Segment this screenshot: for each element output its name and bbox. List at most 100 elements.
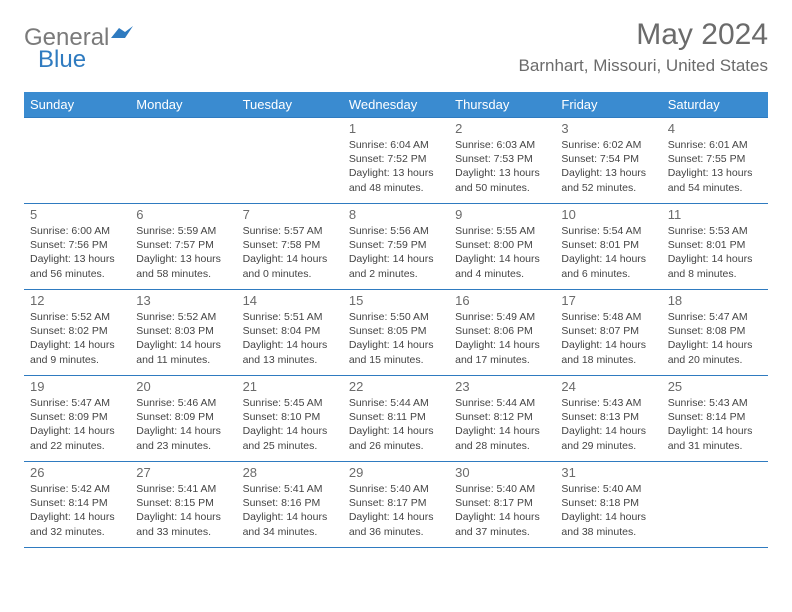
calendar-week-row: 26 Sunrise: 5:42 AMSunset: 8:14 PMDayligh… — [24, 462, 768, 548]
calendar-day-10: 10 Sunrise: 5:54 AMSunset: 8:01 PMDayligh… — [555, 204, 661, 290]
calendar-day-17: 17 Sunrise: 5:48 AMSunset: 8:07 PMDayligh… — [555, 290, 661, 376]
calendar-week-row: 19Sunrise: 5:47 AMSunset: 8:09 PMDayligh… — [24, 376, 768, 462]
day-info: Sunrise: 5:55 AMSunset: 8:00 PMDaylight:… — [455, 224, 549, 281]
day-header-monday: Monday — [130, 92, 236, 118]
calendar-day-3: 3 Sunrise: 6:02 AMSunset: 7:54 PMDaylight… — [555, 118, 661, 204]
calendar-day-9: 9 Sunrise: 5:55 AMSunset: 8:00 PMDaylight… — [449, 204, 555, 290]
day-number: 11 — [668, 207, 762, 222]
calendar-empty-cell — [130, 118, 236, 204]
day-info: Sunrise: 5:52 AMSunset: 8:03 PMDaylight:… — [136, 310, 230, 367]
calendar-day-18: 18 Sunrise: 5:47 AMSunset: 8:08 PMDayligh… — [662, 290, 768, 376]
day-number: 26 — [30, 465, 124, 480]
day-info: Sunrise: 6:02 AMSunset: 7:54 PMDaylight:… — [561, 138, 655, 195]
day-info: Sunrise: 5:44 AMSunset: 8:11 PMDaylight:… — [349, 396, 443, 453]
month-title: May 2024 — [519, 18, 768, 52]
day-info: Sunrise: 5:49 AMSunset: 8:06 PMDaylight:… — [455, 310, 549, 367]
day-number: 8 — [349, 207, 443, 222]
calendar-day-13: 13Sunrise: 5:52 AMSunset: 8:03 PMDayligh… — [130, 290, 236, 376]
day-number: 18 — [668, 293, 762, 308]
day-info: Sunrise: 6:03 AMSunset: 7:53 PMDaylight:… — [455, 138, 549, 195]
day-info: Sunrise: 5:47 AMSunset: 8:08 PMDaylight:… — [668, 310, 762, 367]
day-info: Sunrise: 5:56 AMSunset: 7:59 PMDaylight:… — [349, 224, 443, 281]
day-info: Sunrise: 6:00 AMSunset: 7:56 PMDaylight:… — [30, 224, 124, 281]
day-header-tuesday: Tuesday — [237, 92, 343, 118]
calendar-day-25: 25Sunrise: 5:43 AMSunset: 8:14 PMDayligh… — [662, 376, 768, 462]
day-number: 25 — [668, 379, 762, 394]
calendar-day-11: 11 Sunrise: 5:53 AMSunset: 8:01 PMDayligh… — [662, 204, 768, 290]
day-number: 16 — [455, 293, 549, 308]
day-info: Sunrise: 6:04 AMSunset: 7:52 PMDaylight:… — [349, 138, 443, 195]
day-number: 10 — [561, 207, 655, 222]
day-info: Sunrise: 5:51 AMSunset: 8:04 PMDaylight:… — [243, 310, 337, 367]
day-header-saturday: Saturday — [662, 92, 768, 118]
day-number: 20 — [136, 379, 230, 394]
calendar-day-8: 8 Sunrise: 5:56 AMSunset: 7:59 PMDaylight… — [343, 204, 449, 290]
calendar-day-29: 29 Sunrise: 5:40 AMSunset: 8:17 PMDayligh… — [343, 462, 449, 548]
day-number: 1 — [349, 121, 443, 136]
location-text: Barnhart, Missouri, United States — [519, 56, 768, 76]
day-number: 19 — [30, 379, 124, 394]
day-number: 9 — [455, 207, 549, 222]
day-info: Sunrise: 5:59 AMSunset: 7:57 PMDaylight:… — [136, 224, 230, 281]
calendar-day-30: 30 Sunrise: 5:40 AMSunset: 8:17 PMDayligh… — [449, 462, 555, 548]
day-number: 6 — [136, 207, 230, 222]
day-info: Sunrise: 5:53 AMSunset: 8:01 PMDaylight:… — [668, 224, 762, 281]
day-number: 17 — [561, 293, 655, 308]
day-number: 30 — [455, 465, 549, 480]
calendar-day-23: 23 Sunrise: 5:44 AMSunset: 8:12 PMDayligh… — [449, 376, 555, 462]
day-header-sunday: Sunday — [24, 92, 130, 118]
calendar-day-31: 31Sunrise: 5:40 AMSunset: 8:18 PMDayligh… — [555, 462, 661, 548]
day-number: 22 — [349, 379, 443, 394]
calendar-day-2: 2Sunrise: 6:03 AMSunset: 7:53 PMDaylight… — [449, 118, 555, 204]
calendar-day-4: 4 Sunrise: 6:01 AMSunset: 7:55 PMDaylight… — [662, 118, 768, 204]
day-number: 27 — [136, 465, 230, 480]
calendar-day-15: 15Sunrise: 5:50 AMSunset: 8:05 PMDayligh… — [343, 290, 449, 376]
day-header-wednesday: Wednesday — [343, 92, 449, 118]
calendar-day-19: 19Sunrise: 5:47 AMSunset: 8:09 PMDayligh… — [24, 376, 130, 462]
calendar-day-7: 7 Sunrise: 5:57 AMSunset: 7:58 PMDaylight… — [237, 204, 343, 290]
calendar-day-22: 22 Sunrise: 5:44 AMSunset: 8:11 PMDayligh… — [343, 376, 449, 462]
day-number: 29 — [349, 465, 443, 480]
calendar-day-21: 21Sunrise: 5:45 AMSunset: 8:10 PMDayligh… — [237, 376, 343, 462]
day-info: Sunrise: 6:01 AMSunset: 7:55 PMDaylight:… — [668, 138, 762, 195]
calendar-week-row: 12 Sunrise: 5:52 AMSunset: 8:02 PMDayligh… — [24, 290, 768, 376]
day-info: Sunrise: 5:44 AMSunset: 8:12 PMDaylight:… — [455, 396, 549, 453]
title-block: May 2024 Barnhart, Missouri, United Stat… — [519, 18, 768, 82]
day-info: Sunrise: 5:45 AMSunset: 8:10 PMDaylight:… — [243, 396, 337, 453]
calendar-empty-cell — [662, 462, 768, 548]
day-info: Sunrise: 5:40 AMSunset: 8:17 PMDaylight:… — [455, 482, 549, 539]
day-number: 12 — [30, 293, 124, 308]
calendar-week-row: 5Sunrise: 6:00 AMSunset: 7:56 PMDaylight… — [24, 204, 768, 290]
day-number: 23 — [455, 379, 549, 394]
day-info: Sunrise: 5:40 AMSunset: 8:18 PMDaylight:… — [561, 482, 655, 539]
day-number: 28 — [243, 465, 337, 480]
calendar-day-1: 1 Sunrise: 6:04 AMSunset: 7:52 PMDaylight… — [343, 118, 449, 204]
day-info: Sunrise: 5:46 AMSunset: 8:09 PMDaylight:… — [136, 396, 230, 453]
day-info: Sunrise: 5:42 AMSunset: 8:14 PMDaylight:… — [30, 482, 124, 539]
calendar-day-20: 20 Sunrise: 5:46 AMSunset: 8:09 PMDayligh… — [130, 376, 236, 462]
day-info: Sunrise: 5:48 AMSunset: 8:07 PMDaylight:… — [561, 310, 655, 367]
day-info: Sunrise: 5:50 AMSunset: 8:05 PMDaylight:… — [349, 310, 443, 367]
calendar-week-row: 1 Sunrise: 6:04 AMSunset: 7:52 PMDaylight… — [24, 118, 768, 204]
day-info: Sunrise: 5:43 AMSunset: 8:13 PMDaylight:… — [561, 396, 655, 453]
calendar-day-28: 28Sunrise: 5:41 AMSunset: 8:16 PMDayligh… — [237, 462, 343, 548]
calendar-day-26: 26 Sunrise: 5:42 AMSunset: 8:14 PMDayligh… — [24, 462, 130, 548]
day-number: 24 — [561, 379, 655, 394]
calendar-empty-cell — [24, 118, 130, 204]
day-info: Sunrise: 5:54 AMSunset: 8:01 PMDaylight:… — [561, 224, 655, 281]
day-number: 7 — [243, 207, 337, 222]
day-info: Sunrise: 5:57 AMSunset: 7:58 PMDaylight:… — [243, 224, 337, 281]
calendar-day-16: 16 Sunrise: 5:49 AMSunset: 8:06 PMDayligh… — [449, 290, 555, 376]
calendar-empty-cell — [237, 118, 343, 204]
calendar-day-12: 12 Sunrise: 5:52 AMSunset: 8:02 PMDayligh… — [24, 290, 130, 376]
day-info: Sunrise: 5:41 AMSunset: 8:15 PMDaylight:… — [136, 482, 230, 539]
day-info: Sunrise: 5:52 AMSunset: 8:02 PMDaylight:… — [30, 310, 124, 367]
day-number: 4 — [668, 121, 762, 136]
day-number: 3 — [561, 121, 655, 136]
calendar-day-6: 6 Sunrise: 5:59 AMSunset: 7:57 PMDaylight… — [130, 204, 236, 290]
calendar-day-14: 14 Sunrise: 5:51 AMSunset: 8:04 PMDayligh… — [237, 290, 343, 376]
calendar-day-5: 5Sunrise: 6:00 AMSunset: 7:56 PMDaylight… — [24, 204, 130, 290]
logo-flag-icon — [111, 24, 137, 47]
day-number: 14 — [243, 293, 337, 308]
day-info: Sunrise: 5:40 AMSunset: 8:17 PMDaylight:… — [349, 482, 443, 539]
